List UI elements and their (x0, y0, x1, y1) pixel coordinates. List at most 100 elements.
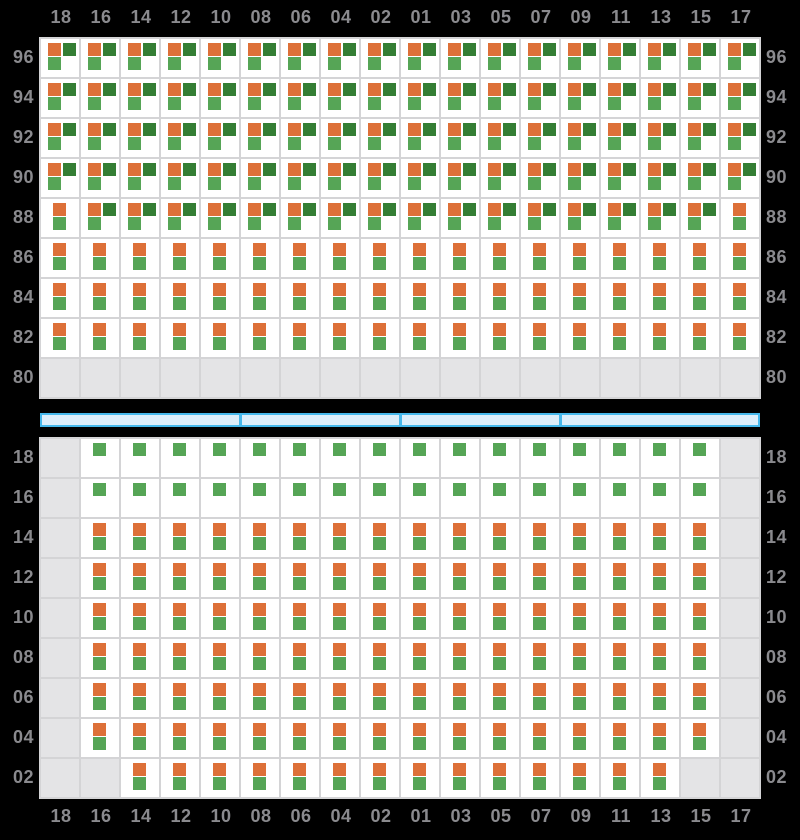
seat-cell-upper-row88-col17[interactable] (720, 198, 760, 238)
seat-cell-upper-row86-col18[interactable] (40, 238, 80, 278)
seat-cell-lower-row14-col08[interactable] (240, 518, 280, 558)
seat-cell-lower-row06-col15[interactable] (680, 678, 720, 718)
seat-cell-upper-row96-col02[interactable] (360, 38, 400, 78)
seat-cell-lower-row16-col05[interactable] (480, 478, 520, 518)
seat-cell-upper-row96-col14[interactable] (120, 38, 160, 78)
seat-cell-lower-row06-col14[interactable] (120, 678, 160, 718)
seat-cell-upper-row94-col03[interactable] (440, 78, 480, 118)
seat-cell-lower-row18-col06[interactable] (280, 438, 320, 478)
seat-cell-lower-row14-col04[interactable] (320, 518, 360, 558)
seat-cell-lower-row14-col16[interactable] (80, 518, 120, 558)
seat-cell-lower-row12-col03[interactable] (440, 558, 480, 598)
seat-cell-upper-row86-col01[interactable] (400, 238, 440, 278)
seat-cell-lower-row16-col16[interactable] (80, 478, 120, 518)
seat-cell-lower-row16-col08[interactable] (240, 478, 280, 518)
seat-cell-lower-row04-col14[interactable] (120, 718, 160, 758)
seat-cell-lower-row04-col15[interactable] (680, 718, 720, 758)
seat-cell-lower-row04-col12[interactable] (160, 718, 200, 758)
seat-cell-lower-row02-col03[interactable] (440, 758, 480, 798)
seat-cell-upper-row96-col17[interactable] (720, 38, 760, 78)
seat-cell-upper-row84-col14[interactable] (120, 278, 160, 318)
seat-cell-lower-row08-col08[interactable] (240, 638, 280, 678)
seat-cell-upper-row88-col10[interactable] (200, 198, 240, 238)
seat-cell-lower-row06-col07[interactable] (520, 678, 560, 718)
seat-cell-upper-row94-col14[interactable] (120, 78, 160, 118)
seat-cell-lower-row12-col09[interactable] (560, 558, 600, 598)
seat-cell-lower-row08-col06[interactable] (280, 638, 320, 678)
seat-cell-upper-row92-col05[interactable] (480, 118, 520, 158)
seat-cell-lower-row16-col11[interactable] (600, 478, 640, 518)
seat-cell-lower-row08-col13[interactable] (640, 638, 680, 678)
seat-cell-lower-row16-col10[interactable] (200, 478, 240, 518)
seat-cell-lower-row18-col05[interactable] (480, 438, 520, 478)
seat-cell-upper-row84-col18[interactable] (40, 278, 80, 318)
seat-cell-lower-row04-col02[interactable] (360, 718, 400, 758)
seat-cell-lower-row02-col09[interactable] (560, 758, 600, 798)
seat-cell-lower-row10-col04[interactable] (320, 598, 360, 638)
seat-cell-lower-row18-col11[interactable] (600, 438, 640, 478)
seat-cell-upper-row84-col16[interactable] (80, 278, 120, 318)
seat-cell-lower-row04-col16[interactable] (80, 718, 120, 758)
seat-cell-lower-row06-col02[interactable] (360, 678, 400, 718)
seat-cell-lower-row08-col14[interactable] (120, 638, 160, 678)
seat-cell-upper-row90-col18[interactable] (40, 158, 80, 198)
seat-cell-upper-row90-col12[interactable] (160, 158, 200, 198)
seat-cell-upper-row84-col09[interactable] (560, 278, 600, 318)
seat-cell-lower-row02-col11[interactable] (600, 758, 640, 798)
seat-cell-upper-row90-col17[interactable] (720, 158, 760, 198)
seat-cell-lower-row12-col13[interactable] (640, 558, 680, 598)
seat-cell-upper-row88-col12[interactable] (160, 198, 200, 238)
seat-cell-upper-row84-col12[interactable] (160, 278, 200, 318)
seat-cell-upper-row82-col12[interactable] (160, 318, 200, 358)
seat-cell-lower-row08-col12[interactable] (160, 638, 200, 678)
seat-cell-upper-row96-col16[interactable] (80, 38, 120, 78)
seat-cell-lower-row04-col08[interactable] (240, 718, 280, 758)
seat-cell-upper-row96-col07[interactable] (520, 38, 560, 78)
seat-cell-upper-row88-col15[interactable] (680, 198, 720, 238)
seat-cell-upper-row92-col13[interactable] (640, 118, 680, 158)
seat-cell-lower-row18-col07[interactable] (520, 438, 560, 478)
seat-cell-lower-row10-col02[interactable] (360, 598, 400, 638)
seat-cell-lower-row10-col05[interactable] (480, 598, 520, 638)
seat-cell-upper-row90-col14[interactable] (120, 158, 160, 198)
seat-cell-lower-row08-col07[interactable] (520, 638, 560, 678)
seat-cell-upper-row86-col08[interactable] (240, 238, 280, 278)
seat-cell-upper-row88-col06[interactable] (280, 198, 320, 238)
seat-cell-upper-row84-col15[interactable] (680, 278, 720, 318)
seat-cell-lower-row18-col10[interactable] (200, 438, 240, 478)
seat-cell-upper-row84-col13[interactable] (640, 278, 680, 318)
seat-cell-upper-row92-col06[interactable] (280, 118, 320, 158)
seat-cell-upper-row92-col14[interactable] (120, 118, 160, 158)
seat-cell-lower-row12-col01[interactable] (400, 558, 440, 598)
seat-cell-lower-row02-col06[interactable] (280, 758, 320, 798)
seat-cell-upper-row96-col03[interactable] (440, 38, 480, 78)
seat-cell-upper-row88-col04[interactable] (320, 198, 360, 238)
seat-cell-upper-row88-col08[interactable] (240, 198, 280, 238)
seat-cell-upper-row96-col10[interactable] (200, 38, 240, 78)
seat-cell-upper-row90-col03[interactable] (440, 158, 480, 198)
seat-cell-upper-row86-col17[interactable] (720, 238, 760, 278)
seat-cell-lower-row10-col13[interactable] (640, 598, 680, 638)
seat-cell-lower-row18-col14[interactable] (120, 438, 160, 478)
seat-cell-lower-row04-col06[interactable] (280, 718, 320, 758)
seat-cell-upper-row86-col09[interactable] (560, 238, 600, 278)
seat-cell-upper-row84-col06[interactable] (280, 278, 320, 318)
seat-cell-upper-row86-col16[interactable] (80, 238, 120, 278)
seat-cell-upper-row82-col03[interactable] (440, 318, 480, 358)
seat-cell-upper-row84-col05[interactable] (480, 278, 520, 318)
seat-cell-lower-row08-col16[interactable] (80, 638, 120, 678)
seat-cell-lower-row14-col11[interactable] (600, 518, 640, 558)
seat-cell-lower-row02-col07[interactable] (520, 758, 560, 798)
seat-cell-upper-row86-col10[interactable] (200, 238, 240, 278)
seat-cell-upper-row92-col15[interactable] (680, 118, 720, 158)
seat-cell-upper-row86-col13[interactable] (640, 238, 680, 278)
seat-cell-lower-row12-col08[interactable] (240, 558, 280, 598)
seat-cell-lower-row04-col13[interactable] (640, 718, 680, 758)
seat-cell-lower-row06-col10[interactable] (200, 678, 240, 718)
seat-cell-lower-row18-col12[interactable] (160, 438, 200, 478)
seat-cell-lower-row10-col11[interactable] (600, 598, 640, 638)
seat-cell-lower-row10-col16[interactable] (80, 598, 120, 638)
seat-cell-lower-row14-col15[interactable] (680, 518, 720, 558)
seat-cell-lower-row06-col16[interactable] (80, 678, 120, 718)
seat-cell-upper-row96-col13[interactable] (640, 38, 680, 78)
